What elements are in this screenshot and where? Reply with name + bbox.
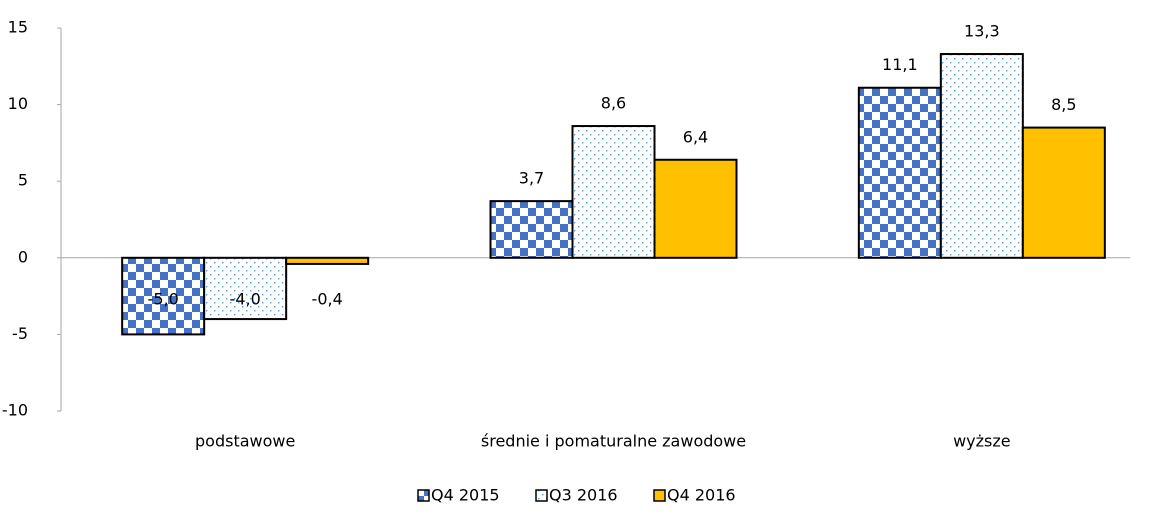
data-label: 3,7 bbox=[519, 169, 544, 188]
legend-label: Q4 2016 bbox=[667, 486, 736, 505]
data-label: 13,3 bbox=[964, 22, 1000, 41]
bar bbox=[1021, 126, 1106, 259]
bar bbox=[857, 86, 942, 259]
y-tick-label: 15 bbox=[8, 18, 28, 37]
legend-swatch bbox=[535, 489, 548, 502]
data-label: -4,0 bbox=[230, 289, 261, 308]
data-label: 8,6 bbox=[601, 94, 626, 113]
y-tick-label: -10 bbox=[2, 401, 28, 420]
bar bbox=[571, 125, 656, 259]
y-tick-label: 0 bbox=[18, 247, 28, 266]
data-label: 8,5 bbox=[1051, 95, 1076, 114]
bar bbox=[203, 256, 288, 321]
legend-label: Q4 2015 bbox=[431, 486, 500, 505]
bar bbox=[489, 200, 574, 259]
bar bbox=[285, 256, 370, 265]
data-label: -5,0 bbox=[148, 289, 179, 308]
legend-label: Q3 2016 bbox=[549, 486, 618, 505]
x-tick-label: podstawowe bbox=[195, 432, 295, 451]
y-tick-label: 10 bbox=[8, 94, 28, 113]
x-tick-label: wyższe bbox=[953, 432, 1011, 451]
data-label: -0,4 bbox=[312, 289, 343, 308]
x-tick-label: średnie i pomaturalne zawodowe bbox=[481, 432, 746, 451]
y-tick-label: -5 bbox=[12, 324, 28, 343]
legend-swatch bbox=[417, 489, 430, 502]
bar bbox=[653, 158, 738, 259]
bar bbox=[939, 53, 1024, 259]
data-label: 6,4 bbox=[683, 127, 708, 146]
bar bbox=[121, 256, 206, 336]
legend-swatch bbox=[653, 489, 666, 502]
y-tick-label: 5 bbox=[18, 171, 28, 190]
data-label: 11,1 bbox=[882, 55, 918, 74]
